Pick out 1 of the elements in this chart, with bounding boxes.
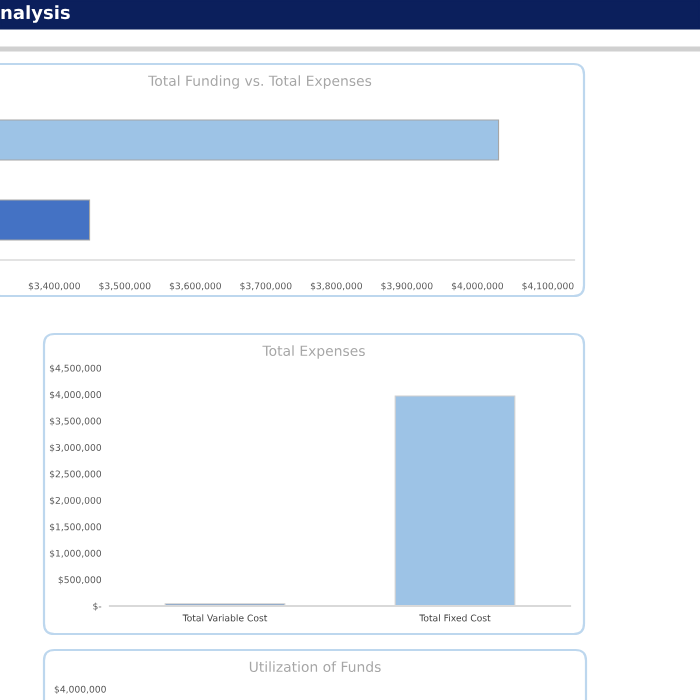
text: nalysis	[1, 5, 70, 23]
